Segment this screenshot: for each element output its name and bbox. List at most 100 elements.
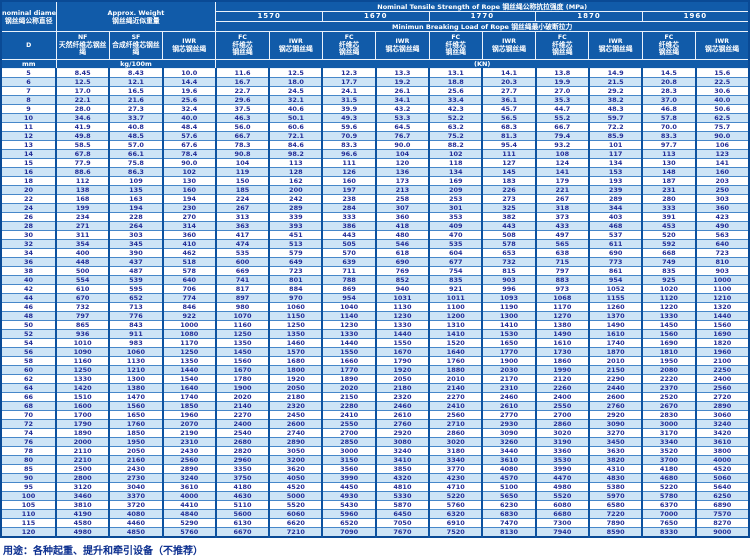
value-cell: 106 (694, 140, 749, 150)
value-cell: 3120 (54, 482, 110, 492)
value-cell: 1410 (481, 320, 536, 330)
value-cell: 4450 (321, 482, 376, 492)
value-cell: 6370 (641, 500, 696, 510)
value-cell: 160 (694, 167, 749, 177)
value-cell: 33.7 (108, 113, 163, 123)
value-cell: 39.9 (321, 104, 376, 114)
value-cell: 1730 (534, 347, 589, 357)
value-cell: 1570 (268, 347, 323, 357)
value-cell: 344 (587, 203, 643, 213)
diameter-cell: 10 (1, 113, 56, 123)
value-cell: 3240 (374, 446, 430, 456)
value-cell: 101 (587, 140, 643, 150)
value-cell: 2310 (161, 437, 216, 447)
value-cell: 14.9 (587, 68, 643, 78)
iwr-zh: 钢芯钢丝绳 (385, 44, 420, 53)
value-cell: 2170 (481, 374, 536, 384)
value-cell: 403 (587, 212, 643, 222)
value-cell: 134 (428, 167, 483, 177)
value-cell: 1020 (641, 284, 696, 294)
value-cell: 3020 (534, 428, 589, 438)
diameter-cell: 18 (1, 176, 56, 186)
nf-zh: 天然纤维芯钢丝绳 (58, 40, 107, 57)
value-cell: 3560 (321, 464, 376, 474)
value-cell: 221 (534, 185, 589, 195)
value-cell: 75.7 (694, 122, 749, 132)
value-cell: 26.1 (374, 86, 430, 96)
value-cell: 5430 (321, 500, 376, 510)
fc-code: FC (557, 34, 567, 42)
iwr-code: IWR (395, 38, 410, 45)
value-cell: 810 (694, 257, 749, 267)
value-cell: 4080 (108, 509, 163, 519)
value-cell: 119 (214, 167, 270, 177)
value-cell: 66.1 (108, 149, 163, 159)
value-cell: 592 (641, 239, 696, 249)
value-cell: 723 (694, 248, 749, 258)
value-cell: 15.6 (694, 68, 749, 78)
value-cell: 2600 (587, 392, 643, 402)
fc-zh2: 钢丝绳 (232, 48, 253, 57)
value-cell: 3200 (268, 455, 323, 465)
value-cell: 1690 (694, 329, 749, 339)
value-cell: 1060 (268, 302, 323, 312)
table-row: 60 1250 1210 1440 1670 1800 1770 1920 1880 2030 19… (1, 365, 749, 375)
value-cell: 3450 (587, 437, 643, 447)
value-cell: 1450 (214, 347, 270, 357)
value-cell: 3190 (534, 437, 589, 447)
value-cell: 111 (481, 149, 536, 159)
value-cell: 713 (108, 302, 163, 312)
value-cell: 40.0 (694, 95, 749, 105)
value-cell: 788 (321, 275, 376, 285)
value-cell: 4460 (108, 518, 163, 528)
value-cell: 6670 (214, 527, 270, 537)
diameter-cell: 34 (1, 248, 56, 258)
value-cell: 7000 (641, 509, 696, 519)
value-cell: 4000 (161, 491, 216, 501)
value-cell: 280 (641, 194, 696, 204)
value-cell: 33.4 (428, 95, 483, 105)
value-cell: 28.3 (641, 86, 696, 96)
fc-zh1: 纤维芯 (232, 40, 253, 49)
value-cell: 437 (108, 257, 163, 267)
weight-header: Approx. Weight 钢丝绳近似重量 (55, 0, 217, 32)
nf-code: NF (77, 34, 88, 42)
value-cell: 1820 (694, 338, 749, 348)
value-cell: 2030 (481, 365, 536, 375)
value-cell: 537 (587, 230, 643, 240)
value-cell: 199 (54, 203, 110, 213)
value-cell: 2270 (214, 410, 270, 420)
value-cell: 690 (374, 257, 430, 267)
value-cell: 194 (161, 194, 216, 204)
value-cell: 1470 (108, 392, 163, 402)
value-cell: 90.0 (374, 140, 430, 150)
value-cell: 8330 (641, 527, 696, 537)
value-cell: 2430 (161, 446, 216, 456)
value-cell: 3240 (694, 419, 749, 429)
table-row: 5 8.45 8.43 10.0 11.6 12.5 12.3 13.3 13.1 14.1 13.… (1, 68, 749, 78)
fc-zh1: 纤维芯 (445, 40, 466, 49)
value-cell: 382 (481, 212, 536, 222)
value-cell: 2280 (321, 401, 376, 411)
diameter-cell: 76 (1, 437, 56, 447)
value-cell: 1000 (694, 275, 749, 285)
value-cell: 3350 (214, 464, 270, 474)
value-cell: 79.4 (534, 131, 589, 141)
value-cell: 4520 (694, 464, 749, 474)
value-cell: 1270 (534, 311, 589, 321)
value-cell: 535 (214, 248, 270, 258)
value-cell: 2110 (54, 446, 110, 456)
value-cell: 2120 (534, 374, 589, 384)
value-cell: 93.2 (534, 140, 589, 150)
value-cell: 670 (54, 293, 110, 303)
value-cell: 5960 (321, 509, 376, 519)
value-cell: 4000 (694, 455, 749, 465)
value-cell: 1093 (481, 293, 536, 303)
value-cell: 610 (54, 284, 110, 294)
value-cell: 136 (374, 167, 430, 177)
value-cell: 653 (481, 248, 536, 258)
diameter-cell: 36 (1, 257, 56, 267)
value-cell: 5220 (641, 482, 696, 492)
value-cell: 36.1 (481, 95, 536, 105)
value-cell: 102 (161, 167, 216, 177)
